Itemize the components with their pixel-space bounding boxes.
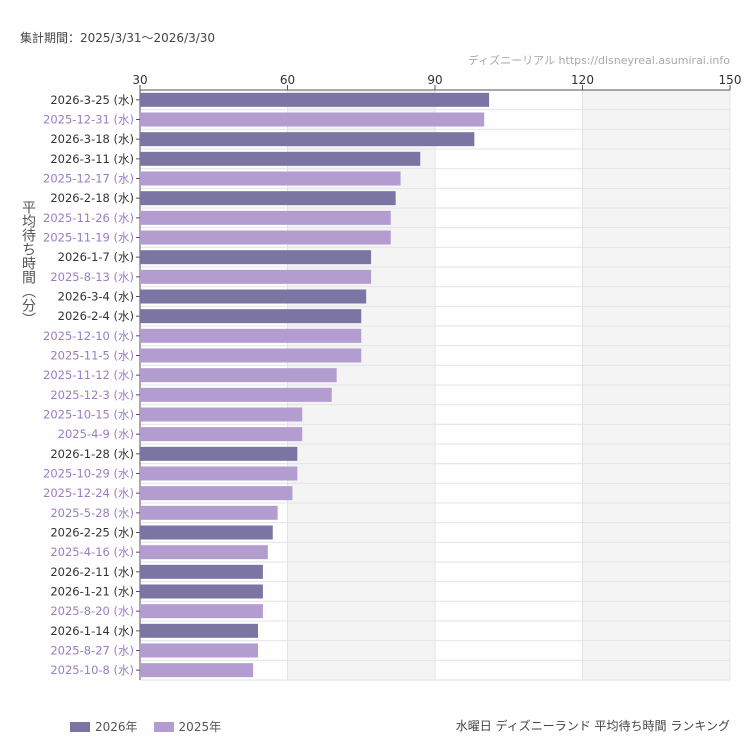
bar — [140, 486, 293, 501]
bar — [140, 309, 362, 324]
y-axis-label: 平均待ち時間（分） — [20, 200, 36, 326]
legend-label: 2025年 — [178, 720, 222, 734]
y-tick-label: 2025-8-27 (水) — [50, 644, 134, 658]
bar — [140, 564, 263, 579]
y-tick-label: 2025-11-19 (水) — [43, 231, 134, 245]
legend-swatch — [153, 721, 174, 732]
y-tick-label: 2026-1-21 (水) — [50, 585, 134, 599]
bar — [140, 525, 273, 540]
legend-label: 2026年 — [95, 720, 138, 734]
y-tick-label: 2025-8-13 (水) — [50, 270, 134, 284]
y-tick-label: 2026-3-4 (水) — [58, 290, 134, 304]
bar — [140, 348, 362, 363]
y-tick-label: 2026-3-25 (水) — [50, 93, 134, 107]
period-label: 集計期間：2025/3/31〜2026/3/30 — [20, 31, 216, 45]
y-tick-label: 2025-10-29 (水) — [43, 467, 134, 481]
bar — [140, 584, 263, 599]
bar — [140, 112, 485, 127]
y-tick-label: 2025-11-26 (水) — [43, 211, 134, 225]
bar — [140, 545, 268, 560]
x-tick-label: 150 — [719, 73, 742, 87]
y-tick-label: 2025-12-24 (水) — [43, 486, 134, 500]
bar — [140, 663, 254, 678]
bar — [140, 604, 263, 619]
legend-swatch — [70, 721, 90, 732]
y-tick-label: 2025-12-17 (水) — [43, 172, 134, 186]
y-tick-label: 2026-2-11 (水) — [50, 565, 134, 579]
y-tick-label: 2025-5-28 (水) — [50, 506, 134, 520]
bar — [140, 92, 490, 107]
bar — [140, 151, 421, 166]
bar — [140, 171, 401, 186]
x-tick-label: 30 — [132, 73, 147, 87]
bar — [140, 132, 475, 147]
bar — [140, 505, 278, 520]
chart-title: 水曜日 ディズニーランド 平均待ち時間 ランキング — [455, 719, 730, 733]
bar — [140, 466, 298, 481]
x-tick-label: 90 — [427, 73, 442, 87]
bar — [140, 623, 258, 638]
y-tick-label: 2026-1-14 (水) — [50, 624, 134, 638]
bar — [140, 191, 396, 206]
y-tick-label: 2026-2-4 (水) — [58, 309, 134, 323]
credit-label: ディズニーリアル https://disneyreal.asumirai.inf… — [467, 54, 730, 67]
y-tick-label: 2026-3-11 (水) — [50, 152, 134, 166]
y-tick-label: 2025-10-8 (水) — [50, 663, 134, 677]
bar — [140, 269, 372, 284]
y-tick-label: 2025-12-3 (水) — [50, 388, 134, 402]
y-tick-label: 2026-2-18 (水) — [50, 191, 134, 205]
y-tick-label: 2026-2-25 (水) — [50, 526, 134, 540]
y-tick-label: 2025-10-15 (水) — [43, 408, 134, 422]
y-tick-label: 2025-4-9 (水) — [58, 427, 134, 441]
bar — [140, 289, 367, 304]
bar — [140, 210, 391, 225]
legend: 2026年 2025年 — [70, 718, 221, 735]
y-tick-label: 2025-4-16 (水) — [50, 545, 134, 559]
y-tick-label: 2026-1-28 (水) — [50, 447, 134, 461]
legend-item-2025[interactable]: 2025年 — [153, 718, 222, 735]
x-tick-label: 120 — [571, 73, 594, 87]
bar — [140, 427, 303, 442]
bar — [140, 230, 391, 245]
y-tick-label: 2025-12-10 (水) — [43, 329, 134, 343]
y-tick-label: 2025-11-5 (水) — [50, 349, 134, 363]
y-tick-label: 2025-8-20 (水) — [50, 604, 134, 618]
y-tick-label: 2025-11-12 (水) — [43, 368, 134, 382]
bar — [140, 387, 332, 402]
y-tick-label: 2026-3-18 (水) — [50, 132, 134, 146]
bar — [140, 368, 337, 383]
y-tick-label: 2025-12-31 (水) — [43, 113, 134, 127]
bar — [140, 407, 303, 422]
bar — [140, 328, 362, 343]
bar — [140, 643, 258, 658]
bar — [140, 250, 372, 265]
y-tick-label: 2026-1-7 (水) — [58, 250, 134, 264]
x-tick-label: 60 — [280, 73, 295, 87]
legend-item-2026[interactable]: 2026年 — [70, 718, 138, 735]
bar — [140, 446, 298, 461]
